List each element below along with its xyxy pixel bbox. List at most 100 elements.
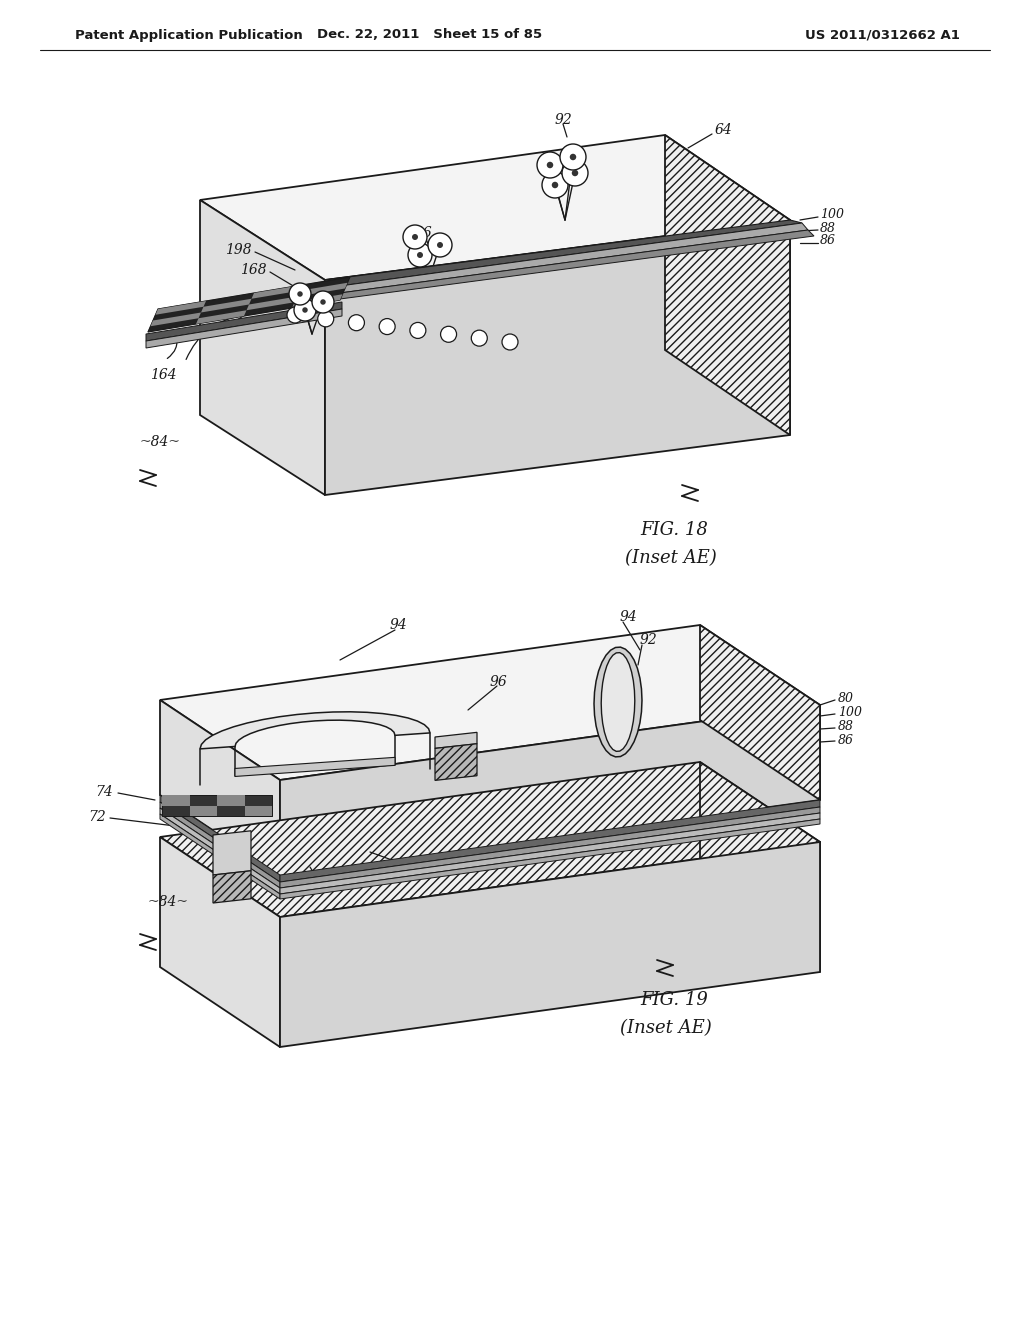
Circle shape xyxy=(417,252,423,257)
Polygon shape xyxy=(160,624,820,780)
Text: 168: 168 xyxy=(392,861,419,874)
Circle shape xyxy=(294,300,316,321)
Polygon shape xyxy=(700,762,820,972)
Text: 94: 94 xyxy=(620,610,638,624)
Circle shape xyxy=(312,290,334,313)
Text: 88: 88 xyxy=(838,721,854,734)
Text: 96: 96 xyxy=(490,675,508,689)
Circle shape xyxy=(471,330,487,346)
Circle shape xyxy=(302,308,308,313)
Text: 86: 86 xyxy=(820,235,836,248)
Text: ~84~: ~84~ xyxy=(148,895,189,909)
Text: 164: 164 xyxy=(305,876,332,891)
Text: 86: 86 xyxy=(838,734,854,747)
Polygon shape xyxy=(325,230,814,301)
Circle shape xyxy=(297,292,303,297)
Polygon shape xyxy=(217,795,245,805)
Polygon shape xyxy=(160,762,820,917)
Text: 100: 100 xyxy=(820,207,844,220)
Polygon shape xyxy=(280,818,820,899)
Circle shape xyxy=(440,326,457,342)
Circle shape xyxy=(289,282,311,305)
Circle shape xyxy=(537,152,563,178)
Polygon shape xyxy=(200,711,430,748)
Circle shape xyxy=(569,153,577,160)
Polygon shape xyxy=(601,652,635,751)
Polygon shape xyxy=(280,813,820,894)
Text: 198: 198 xyxy=(225,243,252,257)
Polygon shape xyxy=(160,795,280,882)
Text: 74: 74 xyxy=(95,785,113,799)
Polygon shape xyxy=(245,805,272,816)
Circle shape xyxy=(321,300,326,305)
Circle shape xyxy=(560,144,586,170)
Circle shape xyxy=(437,242,443,248)
Circle shape xyxy=(562,160,588,186)
Polygon shape xyxy=(196,310,247,323)
Text: Dec. 22, 2011   Sheet 15 of 85: Dec. 22, 2011 Sheet 15 of 85 xyxy=(317,29,543,41)
Polygon shape xyxy=(280,842,820,1047)
Polygon shape xyxy=(201,298,252,313)
Polygon shape xyxy=(665,135,790,436)
Polygon shape xyxy=(213,871,251,903)
Polygon shape xyxy=(435,743,477,780)
Polygon shape xyxy=(213,830,251,875)
Polygon shape xyxy=(160,808,280,894)
Text: 88: 88 xyxy=(820,222,836,235)
Text: ~84~: ~84~ xyxy=(140,436,181,449)
Circle shape xyxy=(408,243,432,267)
Circle shape xyxy=(410,322,426,338)
Text: 94: 94 xyxy=(390,618,408,632)
Circle shape xyxy=(547,162,553,168)
Text: (Inset AE): (Inset AE) xyxy=(620,1019,712,1038)
Polygon shape xyxy=(234,758,395,776)
Polygon shape xyxy=(151,313,201,326)
Text: (Inset AE): (Inset AE) xyxy=(625,549,717,568)
Text: US 2011/0312662 A1: US 2011/0312662 A1 xyxy=(805,29,961,41)
Polygon shape xyxy=(594,647,642,756)
Polygon shape xyxy=(700,624,820,800)
Polygon shape xyxy=(162,795,189,805)
Circle shape xyxy=(552,182,558,189)
Circle shape xyxy=(403,224,427,249)
Polygon shape xyxy=(160,814,280,899)
Polygon shape xyxy=(146,309,342,348)
Text: 72: 72 xyxy=(88,810,105,824)
Polygon shape xyxy=(252,285,302,298)
Polygon shape xyxy=(325,220,802,288)
Circle shape xyxy=(571,170,579,177)
Polygon shape xyxy=(148,277,350,333)
Polygon shape xyxy=(280,800,820,882)
Circle shape xyxy=(412,234,418,240)
Text: 100: 100 xyxy=(838,706,862,719)
Text: 92: 92 xyxy=(640,634,657,647)
Polygon shape xyxy=(200,135,790,280)
Text: 96: 96 xyxy=(415,226,433,240)
Polygon shape xyxy=(297,282,347,297)
Circle shape xyxy=(287,308,303,323)
Text: Patent Application Publication: Patent Application Publication xyxy=(75,29,303,41)
Polygon shape xyxy=(160,803,280,888)
Circle shape xyxy=(502,334,518,350)
Polygon shape xyxy=(162,795,272,816)
Text: 64: 64 xyxy=(715,123,733,137)
Polygon shape xyxy=(292,294,342,308)
Polygon shape xyxy=(247,297,297,310)
Polygon shape xyxy=(160,837,280,1047)
Polygon shape xyxy=(160,700,280,875)
Polygon shape xyxy=(435,733,477,748)
Polygon shape xyxy=(146,302,342,341)
Polygon shape xyxy=(200,201,325,495)
Polygon shape xyxy=(325,223,808,294)
Circle shape xyxy=(428,234,452,257)
Text: 80: 80 xyxy=(838,692,854,705)
Text: 164: 164 xyxy=(150,368,176,381)
Circle shape xyxy=(348,314,365,331)
Polygon shape xyxy=(325,220,790,495)
Polygon shape xyxy=(280,705,820,875)
Text: 92: 92 xyxy=(555,114,572,127)
Polygon shape xyxy=(189,805,217,816)
Circle shape xyxy=(317,310,334,327)
Text: FIG. 19: FIG. 19 xyxy=(640,991,708,1008)
Polygon shape xyxy=(156,301,206,314)
